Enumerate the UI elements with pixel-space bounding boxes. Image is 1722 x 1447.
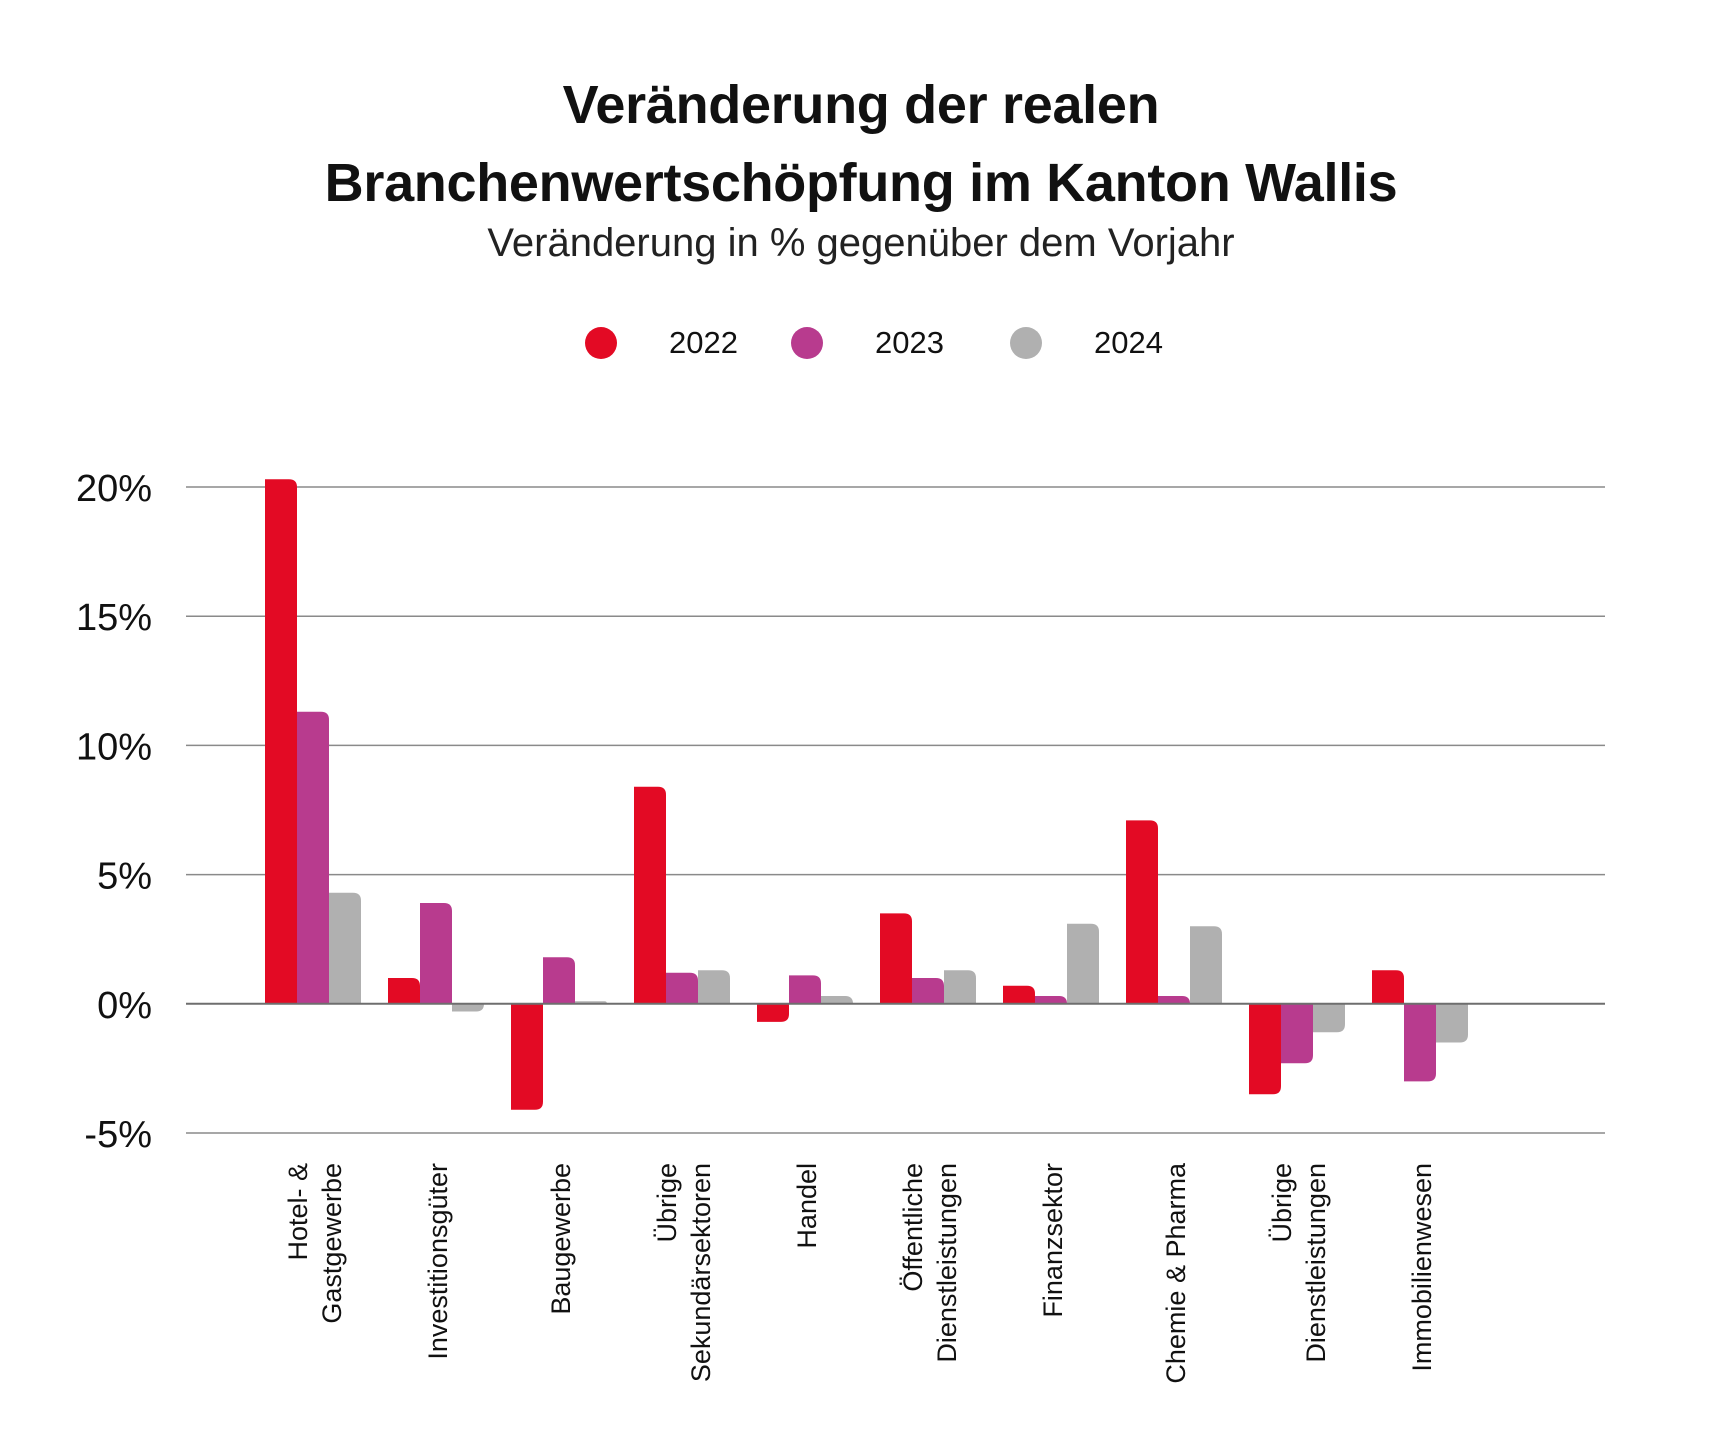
bar-2023 xyxy=(420,903,452,1004)
legend-swatch-2022 xyxy=(585,327,617,359)
legend-label-2024: 2024 xyxy=(1094,325,1163,360)
bar-2022 xyxy=(1126,820,1158,1004)
bar-2022 xyxy=(1249,1003,1281,1095)
category-label: Chemie & Pharma xyxy=(1161,1162,1191,1384)
bar-2022 xyxy=(1372,970,1404,1004)
bar-2022 xyxy=(880,913,912,1004)
bar-2024 xyxy=(329,892,361,1004)
category-label: Immobilienwesen xyxy=(1407,1163,1437,1372)
bar-2022 xyxy=(634,786,666,1004)
bar-2023 xyxy=(789,975,821,1004)
y-tick-label: 0% xyxy=(97,985,152,1027)
category-label: Sekundärsektoren xyxy=(686,1163,716,1382)
legend-item-2023: 2023 xyxy=(791,318,944,368)
category-label: Dienstleistungen xyxy=(932,1163,962,1363)
category-label: Handel xyxy=(792,1163,822,1249)
category-label: Gastgewerbe xyxy=(317,1163,347,1324)
category-label: Übrige xyxy=(652,1163,682,1243)
y-tick-label: -5% xyxy=(84,1114,152,1156)
legend-swatch-2023 xyxy=(791,327,823,359)
category-label: Übrige xyxy=(1267,1163,1297,1243)
y-tick-label: 10% xyxy=(76,726,152,768)
legend-swatch-2024 xyxy=(1010,327,1042,359)
bar-2023 xyxy=(1281,1003,1313,1064)
bar-2022 xyxy=(1003,985,1035,1004)
bar-2022 xyxy=(388,977,420,1004)
bar-2023 xyxy=(1404,1003,1436,1082)
bar-2022 xyxy=(511,1003,543,1110)
category-label: Hotel- & xyxy=(283,1163,313,1261)
bar-2024 xyxy=(1313,1003,1345,1033)
bar-2024 xyxy=(1190,926,1222,1004)
legend-item-2024: 2024 xyxy=(1010,318,1163,368)
bar-2024 xyxy=(944,970,976,1004)
bar-2023 xyxy=(297,711,329,1004)
bar-2023 xyxy=(1158,996,1190,1004)
legend-label-2022: 2022 xyxy=(669,325,738,360)
chart-title-line-1: Veränderung der realen xyxy=(562,75,1160,135)
chart-subtitle: Veränderung in % gegenüber dem Vorjahr xyxy=(487,221,1235,265)
category-label: Finanzsektor xyxy=(1038,1163,1068,1318)
bar-2024 xyxy=(452,1003,484,1012)
bar-2023 xyxy=(1035,996,1067,1004)
category-label: Öffentliche xyxy=(898,1163,928,1292)
bar-2024 xyxy=(821,996,853,1004)
bar-2024 xyxy=(1067,923,1099,1004)
bar-2023 xyxy=(543,957,575,1004)
y-tick-label: 5% xyxy=(97,856,152,898)
legend: 2022 2023 2024 xyxy=(0,318,1722,368)
legend-item-2022: 2022 xyxy=(585,318,738,368)
category-label: Investitionsgüter xyxy=(423,1163,453,1360)
chart-title-line-2: Branchenwertschöpfung im Kanton Wallis xyxy=(324,153,1398,213)
bar-2024 xyxy=(698,970,730,1004)
category-label: Baugewerbe xyxy=(546,1163,576,1315)
bar-2023 xyxy=(666,972,698,1004)
y-tick-label: 15% xyxy=(76,597,152,639)
bar-2022 xyxy=(265,479,297,1004)
bar-2024 xyxy=(1436,1003,1468,1043)
y-tick-label: 20% xyxy=(76,468,152,510)
legend-label-2023: 2023 xyxy=(875,325,944,360)
category-label: Dienstleistungen xyxy=(1301,1163,1331,1363)
chart-title: Veränderung der realen Branchenwertschöp… xyxy=(0,66,1722,222)
bar-2022 xyxy=(757,1003,789,1022)
bar-2023 xyxy=(912,977,944,1004)
